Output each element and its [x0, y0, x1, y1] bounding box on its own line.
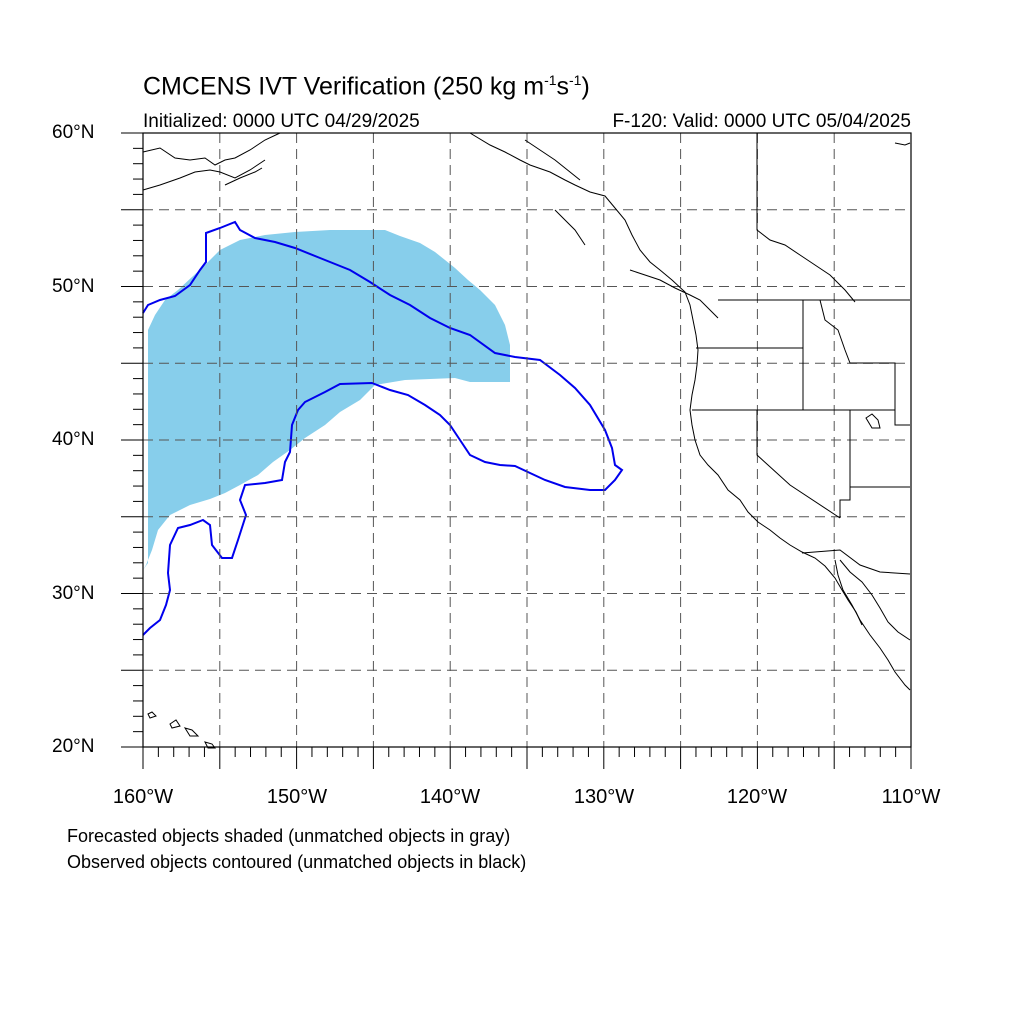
lat-label-30n: 30°N — [52, 583, 95, 604]
forecast-object-shaded — [143, 230, 510, 570]
grid-lines — [143, 133, 911, 747]
lat-label-40n: 40°N — [52, 429, 95, 450]
map-title: CMCENS IVT Verification (250 kg m-1s-1) — [143, 72, 590, 101]
lon-label-120w: 120°W — [726, 786, 788, 808]
forecast-note: Forecasted objects shaded (unmatched obj… — [67, 826, 511, 846]
lon-label-150w: 150°W — [266, 786, 328, 808]
lon-label-140w: 140°W — [419, 786, 481, 808]
initialized-time: Initialized: 0000 UTC 04/29/2025 — [143, 111, 420, 132]
lon-label-160w: 160°W — [112, 786, 174, 808]
lat-label-50n: 50°N — [52, 276, 95, 297]
lon-label-130w: 130°W — [573, 786, 635, 808]
lat-label-20n: 20°N — [52, 736, 95, 757]
axis-ticks — [121, 132, 912, 769]
lat-label-60n: 60°N — [52, 122, 95, 143]
lon-label-110w: 110°W — [881, 786, 941, 808]
observed-object-contour — [142, 220, 624, 636]
coastlines — [142, 132, 911, 749]
observed-note: Observed objects contoured (unmatched ob… — [67, 852, 527, 872]
valid-time: F-120: Valid: 0000 UTC 05/04/2025 — [612, 111, 911, 132]
